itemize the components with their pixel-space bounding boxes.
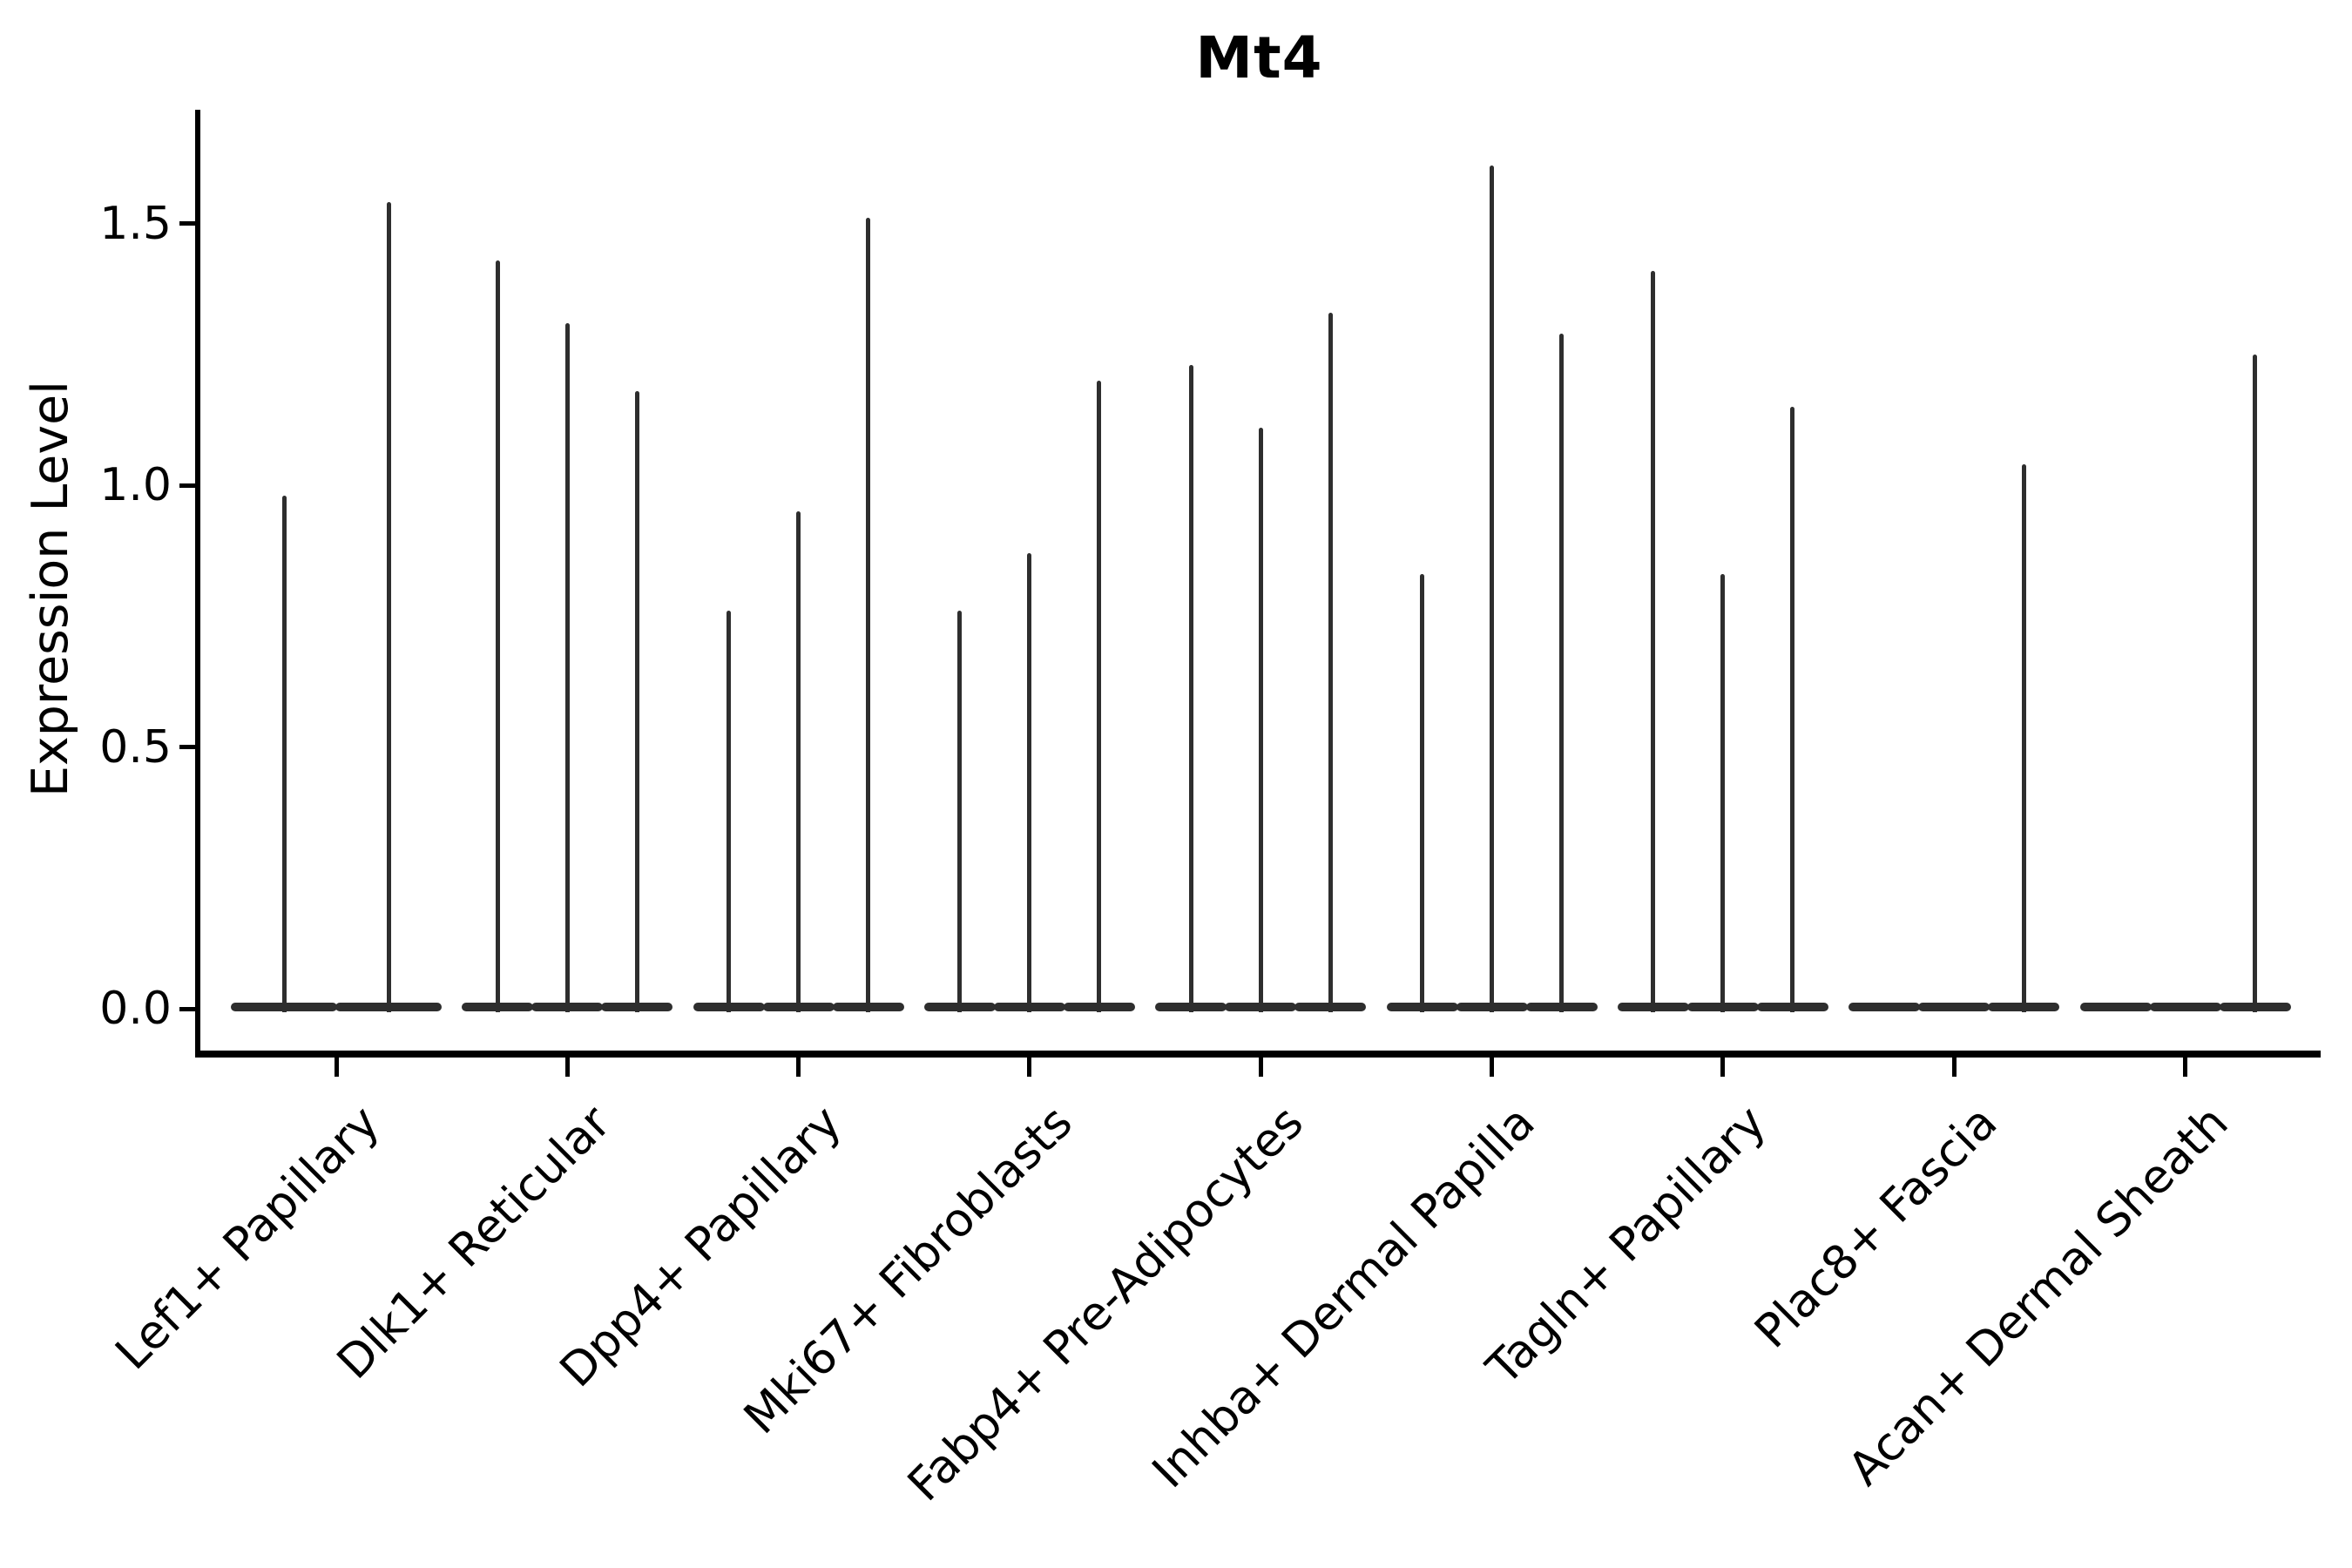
y-tick <box>179 745 195 749</box>
violin-base <box>1918 1003 1990 1011</box>
violin-spike <box>1258 427 1263 1012</box>
violin-spike <box>1790 406 1795 1012</box>
violin-spike <box>386 202 391 1012</box>
violin-spike <box>2021 463 2026 1012</box>
violin-spike <box>1559 333 1565 1012</box>
violin-spike <box>1188 364 1193 1012</box>
y-tick-label: 1.0 <box>99 459 172 511</box>
violin-spike <box>2253 354 2258 1012</box>
x-tick <box>1490 1058 1495 1077</box>
violin-base <box>2079 1003 2152 1011</box>
x-tick <box>2183 1058 2188 1077</box>
x-tick-label: Plac8+ Fascia <box>1744 1096 2008 1359</box>
y-tick-label: 0.5 <box>99 720 172 774</box>
x-tick <box>1258 1058 1263 1077</box>
y-axis-spine <box>195 110 200 1058</box>
violin-spike <box>1490 166 1495 1012</box>
chart-title: Mt4 <box>1195 24 1323 91</box>
x-tick <box>1951 1058 1957 1077</box>
violin-spike <box>866 218 871 1012</box>
violin-spike <box>796 511 801 1012</box>
violin-spike <box>634 390 639 1012</box>
violin-spike <box>957 611 963 1012</box>
x-tick <box>564 1058 570 1077</box>
violin-spike <box>1420 574 1425 1012</box>
violin-spike <box>1328 312 1333 1012</box>
violin-spike <box>1651 270 1656 1012</box>
y-tick <box>179 1006 195 1011</box>
violin-base <box>1848 1003 1921 1011</box>
x-tick <box>796 1058 801 1077</box>
violin-spike <box>1027 553 1032 1012</box>
x-tick <box>1720 1058 1726 1077</box>
x-tick-label: Acan+ Dermal Sheath <box>1838 1096 2239 1497</box>
violin-spike <box>495 260 500 1012</box>
violin-spike <box>1097 380 1102 1012</box>
violin-spike <box>727 611 732 1012</box>
violin-spike <box>1720 574 1726 1012</box>
violin-base <box>2149 1003 2221 1011</box>
x-axis-spine <box>195 1051 2321 1058</box>
violin-spike <box>281 496 287 1012</box>
x-tick-label: Fabp4+ Pre-Adipocytes <box>898 1096 1315 1512</box>
x-tick <box>334 1058 339 1077</box>
y-tick <box>179 483 195 488</box>
y-tick-label: 1.5 <box>99 197 172 250</box>
y-tick-label: 0.0 <box>99 983 172 1035</box>
violin-spike <box>564 322 570 1012</box>
x-tick <box>1027 1058 1032 1077</box>
y-tick <box>179 221 195 226</box>
x-tick-label: Inhba+ Dermal Papilla <box>1142 1096 1545 1499</box>
